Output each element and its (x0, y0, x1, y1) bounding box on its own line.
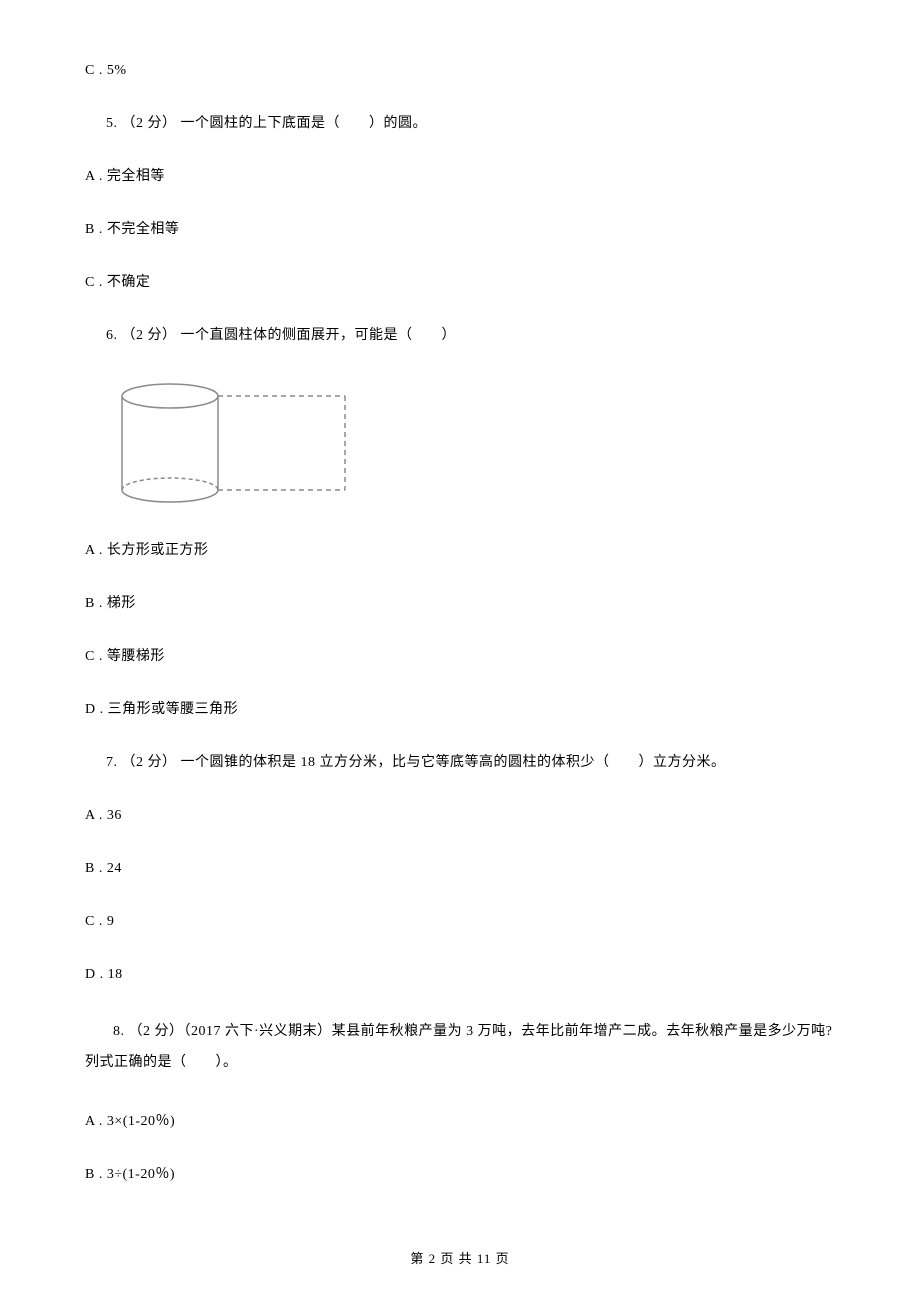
q6-option-a: A . 长方形或正方形 (85, 540, 835, 561)
q7-option-c: C . 9 (85, 911, 835, 932)
q5-option-a: A . 完全相等 (85, 166, 835, 187)
page-footer: 第 2 页 共 11 页 (0, 1248, 920, 1267)
q8-option-a: A . 3×(1-20％) (85, 1111, 835, 1132)
q5-option-b: B . 不完全相等 (85, 219, 835, 240)
q4-option-c: C . 5% (85, 60, 835, 81)
q5-stem: 5. （2 分） 一个圆柱的上下底面是（ ）的圆。 (85, 113, 835, 134)
q7-option-a: A . 36 (85, 805, 835, 826)
q6-option-c: C . 等腰梯形 (85, 646, 835, 667)
q8-stem: 8. （2 分）（2017 六下·兴义期末）某县前年秋粮产量为 3 万吨，去年比… (85, 1017, 835, 1079)
q6-stem: 6. （2 分） 一个直圆柱体的侧面展开，可能是（ ） (85, 325, 835, 346)
q6-figure (115, 378, 355, 508)
q7-stem: 7. （2 分） 一个圆锥的体积是 18 立方分米，比与它等底等高的圆柱的体积少… (85, 752, 835, 773)
q7-option-b: B . 24 (85, 858, 835, 879)
q8-option-b: B . 3÷(1-20％) (85, 1164, 835, 1185)
q6-option-d: D . 三角形或等腰三角形 (85, 699, 835, 720)
q7-option-d: D . 18 (85, 964, 835, 985)
q5-option-c: C . 不确定 (85, 272, 835, 293)
q6-option-b: B . 梯形 (85, 593, 835, 614)
